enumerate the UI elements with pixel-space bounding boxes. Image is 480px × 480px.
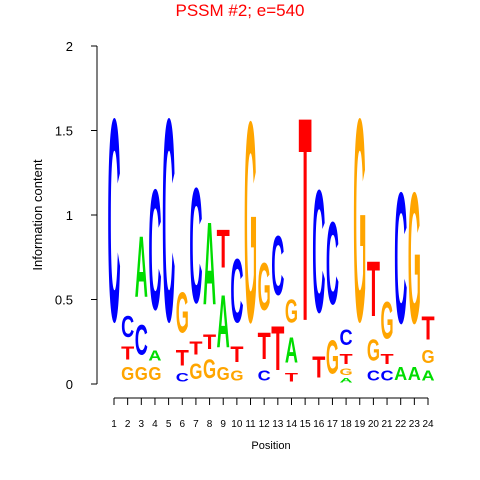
logo-letter: C <box>230 240 243 341</box>
logo-letter: T <box>271 314 284 385</box>
logo-letter: C <box>189 153 202 337</box>
logo-letter: T <box>312 350 325 385</box>
logo-letter: G <box>340 367 353 377</box>
logo-letter: G <box>408 155 421 363</box>
logo-letter: T <box>189 339 202 359</box>
x-tick-label: 21 <box>381 419 393 430</box>
logo-letter: G <box>135 363 148 384</box>
logo-letter: G <box>148 363 161 384</box>
logo-letter: G <box>217 363 230 384</box>
x-tick-label: 1 <box>111 419 117 430</box>
logo-letter: G <box>258 250 271 325</box>
x-tick-label: 19 <box>354 419 366 430</box>
logo-letter: T <box>340 350 354 367</box>
logo-letter: G <box>203 354 216 384</box>
logo-letter: G <box>380 293 393 351</box>
logo-letter: A <box>421 367 434 384</box>
x-tick-label: 6 <box>179 419 185 430</box>
logo-letter: T <box>217 219 230 280</box>
logo-letter: C <box>148 153 161 346</box>
logo-letter: C <box>394 155 407 363</box>
logo-letter: T <box>380 350 394 367</box>
logo-letter: A <box>285 331 298 371</box>
logo-letter: G <box>285 292 298 330</box>
logo-letter: G <box>326 329 339 384</box>
logo-letter: A <box>148 347 161 364</box>
y-tick-label: 1.5 <box>55 124 73 139</box>
x-tick-label: 13 <box>272 419 284 430</box>
logo-letter: A <box>217 278 230 363</box>
logo-letter: C <box>326 198 339 329</box>
x-tick-label: 5 <box>166 419 172 430</box>
logo-letter: C <box>380 367 393 384</box>
chart-title: PSSM #2; e=540 <box>175 1 304 20</box>
logo-letter: G <box>230 368 243 384</box>
logo-letter: T <box>176 345 190 371</box>
x-tick-label: 16 <box>313 419 325 430</box>
y-axis-label: Information content <box>30 159 45 271</box>
logo-letter: T <box>203 330 216 354</box>
logo-letter: T <box>367 246 380 333</box>
logo-letter: C <box>162 59 175 382</box>
y-tick-label: 0.5 <box>55 293 73 308</box>
x-axis-label: Position <box>251 440 290 452</box>
y-tick-label: 2 <box>66 39 73 54</box>
logo-letter: C <box>176 371 189 384</box>
logo-letter: T <box>121 344 134 364</box>
x-tick-label: 9 <box>220 419 226 430</box>
logo-letter: A <box>394 364 407 384</box>
y-tick-label: 1 <box>66 208 73 223</box>
x-tick-label: 7 <box>193 419 199 430</box>
logo-letter: C <box>135 317 148 364</box>
x-tick-label: 17 <box>327 419 339 430</box>
logo-letter: C <box>121 310 134 344</box>
logo-letter: C <box>258 367 271 384</box>
logo-letter: C <box>271 218 284 312</box>
logo-letter: C <box>107 59 120 382</box>
x-tick-label: 15 <box>300 419 312 430</box>
logo-letter: G <box>121 363 134 384</box>
x-tick-label: 23 <box>409 419 421 430</box>
logo-letter: T <box>421 310 434 347</box>
logo-letter: C <box>340 325 353 350</box>
x-tick-label: 3 <box>139 419 145 430</box>
x-tick-label: 22 <box>395 419 407 430</box>
logo-letter: C <box>367 367 380 384</box>
logo-letter: T <box>299 56 312 382</box>
logo-letter: T <box>258 324 271 367</box>
logo-letter: G <box>367 335 380 368</box>
y-tick-label: 0 <box>66 377 73 392</box>
x-tick-label: 24 <box>422 419 434 430</box>
logo-letter: G <box>244 63 257 383</box>
logo-letter: G <box>353 59 366 382</box>
x-tick-label: 11 <box>245 419 256 430</box>
logo-letter: C <box>312 154 325 350</box>
logo-letter: T <box>285 370 299 384</box>
x-tick-label: 12 <box>259 419 271 430</box>
logo-letter: A <box>340 377 353 384</box>
x-tick-label: 18 <box>341 419 353 430</box>
x-tick-label: 14 <box>286 419 298 430</box>
logo-letter: G <box>189 360 202 385</box>
x-tick-label: 8 <box>207 419 213 430</box>
logo-letter: G <box>176 281 189 345</box>
logo-letter: A <box>135 220 148 317</box>
logo-letter: T <box>230 342 244 368</box>
x-tick-label: 2 <box>125 419 131 430</box>
logo-letter: A <box>408 364 421 384</box>
x-tick-label: 20 <box>368 419 380 430</box>
logo-letter: A <box>203 198 216 329</box>
x-tick-label: 10 <box>231 419 243 430</box>
logo-letter: G <box>421 347 434 368</box>
x-tick-label: 4 <box>152 419 158 430</box>
